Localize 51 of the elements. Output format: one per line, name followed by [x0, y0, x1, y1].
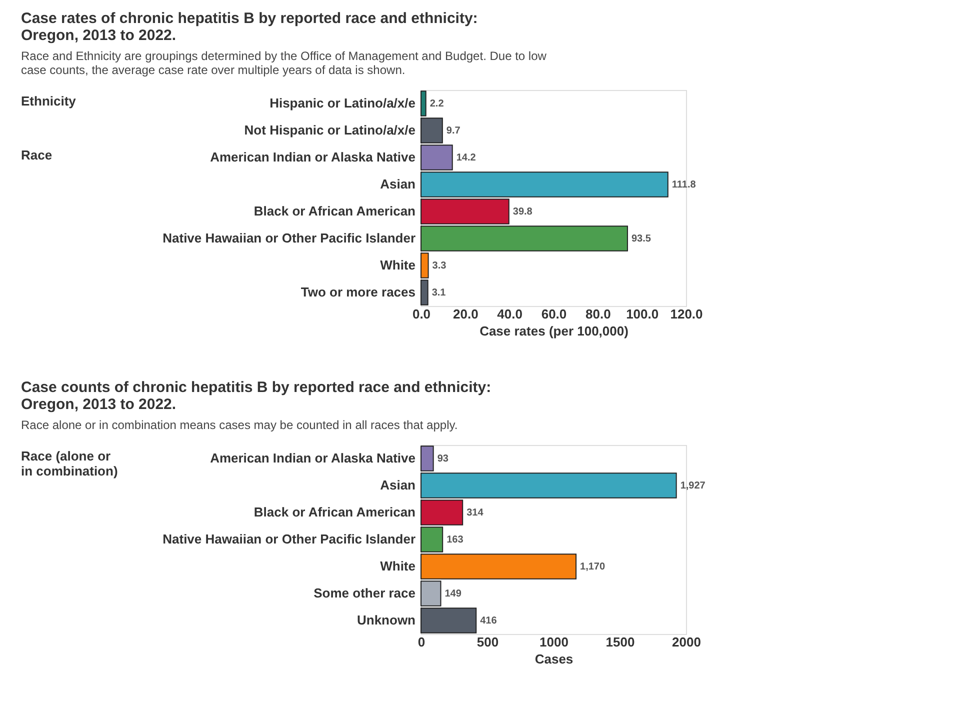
data-label: 3.3: [432, 260, 447, 272]
y-tick-label: Asian: [380, 478, 416, 492]
y-tick-label: Some other race: [314, 586, 416, 600]
x-tick-label: 100.0: [626, 306, 659, 322]
data-label: 111.8: [672, 180, 696, 190]
x-tick-label: 0: [418, 634, 426, 650]
y-tick-label: White: [380, 258, 416, 272]
y-tick-label: Native Hawaiian or Other Pacific Islander: [162, 532, 416, 546]
y-tick-label: American Indian or Alaska Native: [210, 450, 416, 466]
y-tick-label: Not Hispanic or Latino/a/x/e: [244, 122, 416, 138]
x-tick-label: 0.0: [412, 306, 431, 322]
data-label: 149: [444, 588, 462, 600]
data-label: 163: [446, 534, 464, 546]
x-tick-label: 1000: [540, 634, 568, 650]
data-label: 14.2: [456, 152, 476, 164]
text: Race: [21, 148, 52, 162]
data-label: 9.7: [446, 126, 461, 136]
x-tick-label: 500: [476, 634, 499, 650]
x-axis-title: Cases: [534, 652, 574, 666]
text: Race and Ethnicity are groupings determined by the Office of Management and Budget. Due to low case counts, the average case rate over multiple years of data is shown.: [21, 49, 547, 77]
y-tick-label: Black or African American: [254, 504, 416, 520]
data-label: 1,927: [680, 480, 706, 492]
data-label: 39.8: [512, 206, 533, 218]
x-tick-label: 40.0: [497, 306, 522, 322]
y-tick-label: Hispanic or Latino/a/x/e: [270, 96, 416, 110]
data-label: 2.2: [430, 98, 444, 110]
data-label: 93: [437, 454, 449, 464]
x-tick-label: 80.0: [586, 306, 611, 322]
x-tick-label: 120.0: [670, 306, 703, 322]
text: Race (alone or in combination): [21, 448, 118, 478]
y-tick-label: Unknown: [357, 612, 416, 628]
x-tick-label: 60.0: [541, 306, 567, 322]
x-tick-label: 2000: [672, 634, 701, 650]
text: Ethnicity: [21, 94, 77, 108]
text: Race alone or in combination means cases may be counted in all races that apply.: [21, 418, 458, 432]
data-label: 314: [466, 508, 484, 518]
data-label: 1,170: [580, 562, 606, 572]
x-tick-label: 1500: [606, 634, 635, 650]
y-tick-label: Black or African American: [254, 204, 416, 218]
data-label: 416: [480, 616, 498, 626]
y-tick-label: White: [380, 558, 416, 574]
text: Case counts of chronic hepatitis B by reported race and ethnicity: Oregon, 2013 to 2022.: [21, 379, 492, 413]
y-tick-label: Asian: [380, 176, 416, 192]
y-tick-label: American Indian or Alaska Native: [210, 150, 416, 164]
y-tick-label: Native Hawaiian or Other Pacific Islander: [162, 230, 416, 246]
x-tick-label: 20.0: [453, 306, 478, 322]
x-axis-title: Case rates (per 100,000): [480, 324, 628, 338]
text: Case rates of chronic hepatitis B by reported race and ethnicity: Oregon, 2013 to 2022.: [21, 10, 478, 44]
data-label: 93.5: [631, 234, 652, 244]
data-label: 3.1: [432, 288, 446, 298]
y-tick-label: Two or more races: [300, 284, 416, 300]
